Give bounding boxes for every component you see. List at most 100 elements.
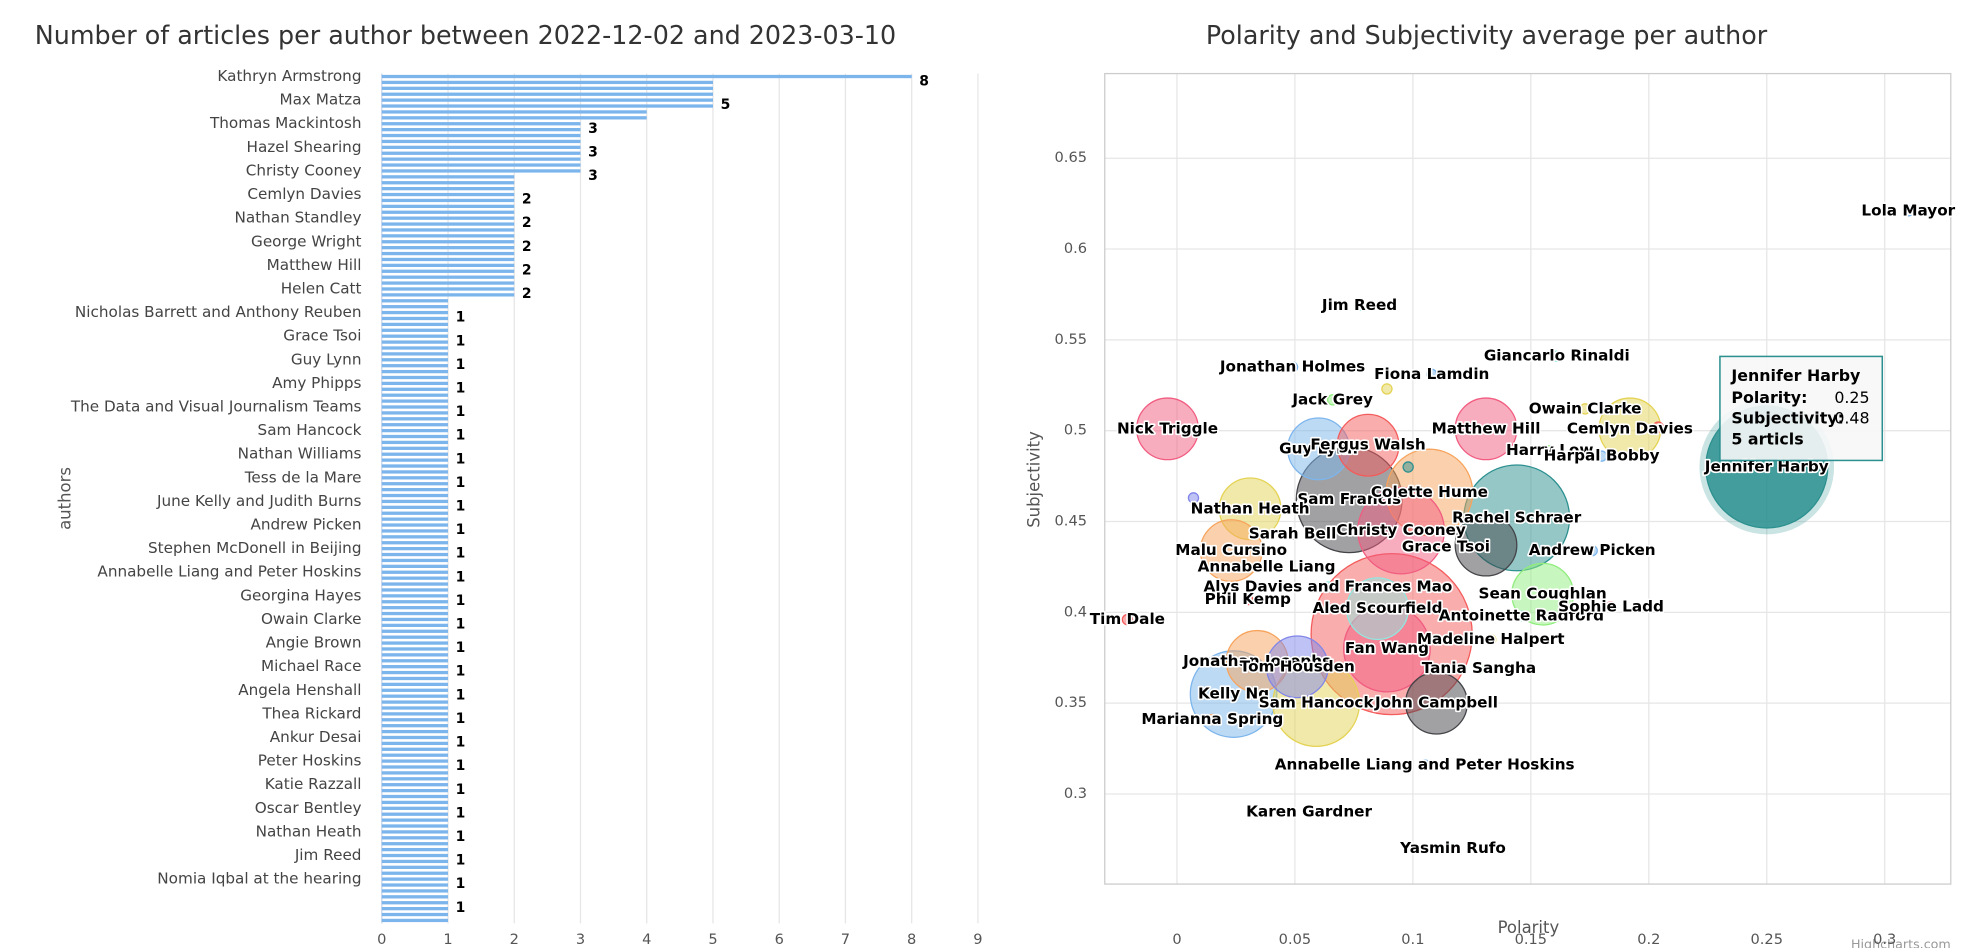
- bubble-label: Cemlyn Davies: [1567, 419, 1693, 437]
- bar: [381, 246, 515, 250]
- bar: [381, 788, 449, 793]
- bar: [381, 204, 515, 209]
- bubble: [1605, 601, 1617, 613]
- category-label: Thomas Mackintosh: [209, 114, 362, 132]
- bubble-label: Lola Mayor: [1861, 201, 1955, 219]
- bubble-title: Polarity and Subjectivity average per au…: [1206, 20, 1768, 50]
- x-tick-label: 0.05: [1279, 931, 1311, 948]
- bar: [381, 228, 515, 232]
- bar: [381, 653, 449, 657]
- category-label: June Kelly and Judith Burns: [156, 492, 362, 510]
- bubble-label: Tania Sangha: [1422, 659, 1536, 677]
- bar: [381, 393, 449, 397]
- category-label: Grace Tsoi: [283, 327, 361, 345]
- bar: [381, 452, 449, 456]
- data-label: 2: [522, 286, 532, 302]
- x-tick-label: 4: [642, 931, 651, 948]
- x-tick-label: 0.15: [1515, 931, 1547, 948]
- bar: [381, 187, 515, 191]
- bar: [381, 387, 449, 391]
- bar: [381, 104, 713, 108]
- bubble-label: Annabelle Liang and Peter Hoskins: [1275, 755, 1575, 773]
- bar: [381, 783, 449, 787]
- bubble: [1121, 613, 1134, 626]
- y-axis-title: Subjectivity: [1025, 431, 1044, 528]
- x-tick-label: 7: [841, 931, 850, 948]
- bubble-label: Phil Kemp: [1205, 590, 1291, 608]
- x-tick-label: 5: [708, 931, 717, 948]
- credits[interactable]: Highcharts.com: [1851, 936, 1951, 948]
- bar: [381, 192, 515, 197]
- category-label: Nicholas Barrett and Anthony Reuben: [75, 303, 362, 321]
- bubble: [1381, 383, 1393, 395]
- category-label: Helen Catt: [281, 279, 362, 297]
- bar: [381, 334, 449, 338]
- y-tick-label: 0.4: [1064, 603, 1087, 620]
- bar: [381, 859, 449, 864]
- tooltip-value: 0.48: [1834, 409, 1869, 428]
- bubble: [1418, 759, 1431, 771]
- bar: [381, 611, 449, 616]
- bubble: [1473, 662, 1485, 675]
- bar: [381, 98, 713, 102]
- y-tick-label: 0.3: [1064, 785, 1087, 802]
- bar: [381, 800, 449, 805]
- bubble: [1447, 842, 1459, 855]
- bar: [381, 812, 449, 816]
- bar: [381, 895, 449, 899]
- bubble: [1402, 461, 1414, 473]
- bar: [381, 889, 449, 893]
- bar: [381, 92, 713, 96]
- bar: [381, 552, 449, 557]
- bar: [381, 169, 581, 173]
- tooltip-title: Jennifer Harby: [1730, 366, 1861, 385]
- bar: [381, 505, 449, 509]
- data-label: 1: [456, 853, 466, 869]
- category-label: Annabelle Liang and Peter Hoskins: [97, 563, 361, 581]
- bar: [381, 352, 449, 356]
- tooltip-label: Polarity:: [1731, 388, 1807, 407]
- category-label: Nathan Standley: [234, 209, 361, 227]
- bar: [381, 322, 449, 327]
- bar: [381, 210, 515, 214]
- bar: [381, 712, 449, 716]
- category-label: Stephen McDonell in Beijing: [148, 539, 361, 557]
- bubble-label: Karen Gardner: [1246, 803, 1372, 821]
- category-label: George Wright: [251, 232, 361, 250]
- bar: [381, 240, 515, 244]
- bubble: [1595, 450, 1608, 462]
- bubble-label: Marianna Spring: [1141, 710, 1283, 728]
- bar: [381, 623, 449, 628]
- x-tick-label: 0: [1172, 931, 1181, 948]
- bubble-label: Sam Hancock: [1259, 694, 1375, 712]
- bar: [381, 110, 647, 114]
- bar: [381, 676, 449, 681]
- bubble: [1579, 403, 1591, 415]
- bar: [381, 399, 449, 403]
- bar: [381, 464, 449, 468]
- bar: [381, 310, 449, 315]
- bar: [381, 877, 449, 881]
- bar: [381, 576, 449, 580]
- bar: [381, 529, 449, 533]
- bar: [381, 487, 449, 492]
- bubble: [1440, 541, 1452, 553]
- bubble-label: Jonathan Holmes: [1219, 358, 1365, 376]
- bubble-label: Owain Clarke: [1529, 399, 1642, 417]
- bar: [381, 741, 449, 746]
- bubble-label: Sophie Ladd: [1558, 597, 1664, 615]
- category-label: Guy Lynn: [291, 350, 362, 368]
- data-label: 2: [522, 215, 532, 231]
- category-label: Tess de la Mare: [244, 468, 362, 486]
- bar: [381, 428, 449, 433]
- x-tick-label: 0.3: [1873, 931, 1896, 948]
- data-label: 2: [522, 192, 532, 208]
- bubble: [1322, 581, 1334, 593]
- bubble: [1286, 361, 1299, 373]
- category-label: Jim Reed: [294, 846, 362, 864]
- data-label: 1: [456, 687, 466, 703]
- tooltip-footer: 5 articls: [1731, 430, 1803, 449]
- bubble-label: Jim Reed: [1321, 296, 1397, 314]
